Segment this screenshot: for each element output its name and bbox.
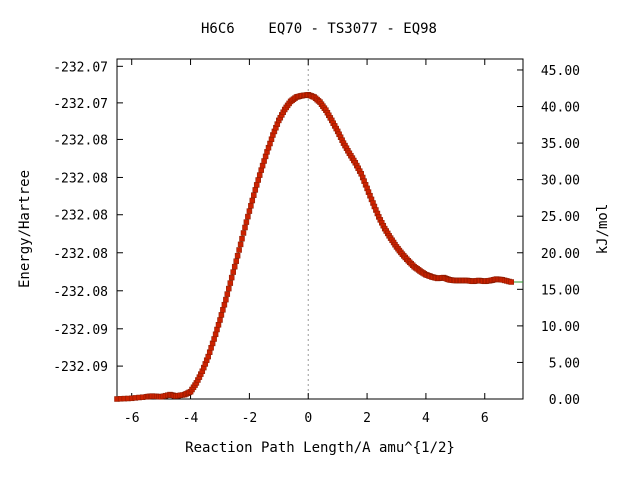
data-point (215, 322, 222, 328)
data-point (221, 301, 228, 308)
data-point (228, 274, 235, 281)
data-point (212, 331, 219, 338)
y-right-tick-label: 0.00 (549, 393, 580, 408)
y-right-tick-label: 40.00 (541, 101, 580, 116)
data-point (220, 307, 226, 313)
data-point (227, 280, 234, 286)
data-point (237, 241, 244, 248)
y2-axis-label: kJ/mol (595, 204, 611, 255)
x-tick-label: 6 (481, 411, 489, 426)
data-point (217, 317, 223, 323)
x-tick-label: 2 (363, 411, 371, 426)
data-point (234, 252, 241, 259)
y-left-tick-label: -232.09 (53, 360, 108, 375)
data-point (245, 213, 251, 220)
y-right-tick-label: 5.00 (549, 356, 580, 371)
x-tick-label: -4 (183, 411, 199, 426)
y-right-tick-label: 45.00 (541, 64, 580, 79)
data-point (233, 258, 239, 264)
data-point (211, 336, 217, 342)
y-left-tick-label: -232.08 (53, 133, 108, 148)
data-point (249, 197, 256, 204)
data-point (261, 158, 267, 164)
data-point (242, 224, 248, 231)
y-right-tick-label: 25.00 (541, 210, 580, 225)
y-left-tick-label: -232.08 (53, 171, 108, 186)
y-right-tick-label: 30.00 (541, 174, 580, 189)
data-point (508, 279, 514, 285)
x-tick-label: -2 (242, 411, 258, 426)
y-left-tick-label: -232.07 (53, 97, 108, 112)
data-point (223, 296, 229, 303)
series-line (116, 94, 523, 400)
data-point (230, 269, 236, 275)
y-right-tick-label: 20.00 (541, 247, 580, 262)
data-point (226, 285, 232, 292)
y-axis-label: Energy/Hartree (17, 170, 33, 288)
data-point (252, 187, 259, 193)
data-point (246, 208, 253, 214)
x-tick-label: 4 (422, 411, 430, 426)
x-axis-label: Reaction Path Length/A amu^{1/2} (185, 440, 455, 456)
data-point (243, 219, 250, 225)
y-left-tick-label: -232.08 (53, 247, 108, 262)
data-point (218, 312, 225, 318)
data-point (240, 230, 247, 236)
data-point (224, 291, 231, 297)
y-left-tick-label: -232.07 (53, 60, 108, 75)
y-right-tick-label: 15.00 (541, 283, 580, 298)
data-point (253, 182, 260, 188)
y-left-tick-label: -232.08 (53, 285, 108, 300)
data-point (236, 247, 242, 253)
x-tick-label: 0 (304, 411, 312, 426)
chart-title: H6C6 EQ70 - TS3077 - EQ98 (201, 21, 437, 37)
data-point (231, 263, 238, 270)
data-point (256, 172, 263, 178)
x-tick-label: -6 (124, 411, 140, 426)
data-point (255, 177, 261, 183)
data-point (214, 326, 220, 333)
y-right-tick-label: 35.00 (541, 137, 580, 152)
data-point (259, 162, 266, 169)
y-right-tick-label: 10.00 (541, 320, 580, 335)
y-left-tick-label: -232.08 (53, 209, 108, 224)
plot-frame (116, 58, 524, 400)
data-point (248, 203, 254, 209)
y-left-tick-label: -232.09 (53, 323, 108, 338)
data-point (239, 235, 245, 242)
data-point (251, 192, 257, 198)
